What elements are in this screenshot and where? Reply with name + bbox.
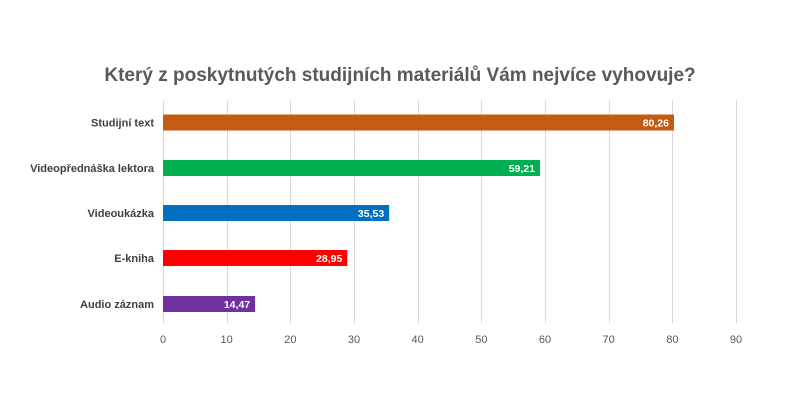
category-labels: Studijní text Videopřednáška lektora Video… [30,118,155,312]
x-tick-label: 70 [603,334,615,346]
bar [163,296,256,312]
x-tick-label: 90 [730,334,742,346]
gridlines [163,100,737,323]
bars [163,114,674,312]
x-tick-label: 40 [412,334,424,346]
bar [163,160,540,176]
chart-title: Který z poskytnutých studijních materiál… [104,65,695,86]
data-label: 28,95 [316,253,342,265]
x-tick-label: 80 [666,334,678,346]
category-label: E-kniha [114,253,155,265]
bar [163,114,674,131]
x-tick-label: 0 [160,334,166,346]
x-tick-label: 50 [475,334,487,346]
data-label: 14,47 [224,299,250,311]
data-labels: 80,26 59,21 35,53 28,95 14,47 [224,118,669,312]
data-label: 59,21 [509,163,535,175]
category-label: Studijní text [91,118,154,130]
data-label: 35,53 [358,208,384,220]
x-tick-label: 20 [284,334,296,346]
category-label: Videopřednáška lektora [30,163,155,175]
x-tick-label: 10 [221,334,233,346]
x-tick-label: 30 [348,334,360,346]
category-label: Videoukázka [88,208,155,220]
x-axis-tick-labels: 0 10 20 30 40 50 60 70 80 90 [160,334,742,346]
bar [163,205,390,221]
data-label: 80,26 [643,118,669,130]
x-tick-label: 60 [539,334,551,346]
category-label: Audio záznam [80,299,154,311]
bar [163,250,348,266]
